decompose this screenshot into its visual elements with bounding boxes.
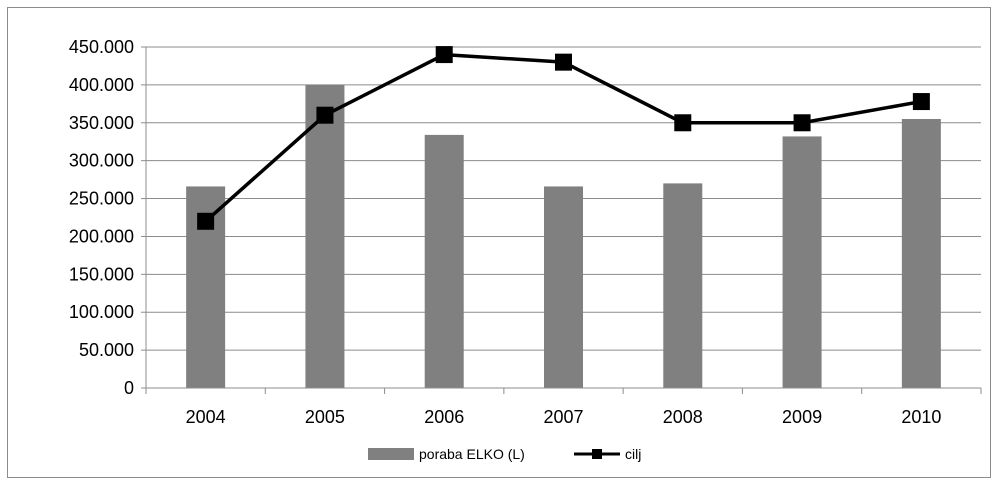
x-tick-label: 2010 [901,407,941,427]
bar [902,119,941,388]
y-tick-labels: 0 50.000 100.000 150.000 200.000 250.000 300.0… [69,37,146,398]
legend-swatch-bar [368,448,414,460]
x-tick-label: 2004 [186,407,226,427]
line-point [674,114,691,131]
y-tick-label: 300.000 [69,151,134,171]
y-tick-label: 50.000 [79,340,134,360]
legend-label-bar: poraba ELKO (L) [419,446,525,462]
legend: poraba ELKO (L) cilj [368,446,641,462]
y-tick-label: 400.000 [69,75,134,95]
y-tick-label: 100.000 [69,302,134,322]
line-point [555,54,572,71]
bar [425,135,464,388]
bar [305,85,344,388]
y-tick-label: 0 [124,378,134,398]
legend-swatch-marker [592,449,602,459]
line-point [436,46,453,63]
x-tick-label: 2008 [663,407,703,427]
bar [663,183,702,388]
x-tick-label: 2009 [782,407,822,427]
bar [783,136,822,388]
x-tick-labels: 2004 2005 2006 2007 2008 2009 2010 [146,388,981,427]
y-tick-label: 350.000 [69,113,134,133]
legend-label-line: cilj [625,446,641,462]
line-point [197,213,214,230]
x-tick-label: 2006 [424,407,464,427]
line-point [316,107,333,124]
bar [544,186,583,388]
line-point [913,93,930,110]
x-tick-label: 2007 [543,407,583,427]
y-tick-label: 150.000 [69,264,134,284]
y-tick-label: 200.000 [69,226,134,246]
line-point [794,114,811,131]
x-tick-label: 2005 [305,407,345,427]
y-tick-label: 250.000 [69,189,134,209]
y-tick-label: 450.000 [69,37,134,57]
